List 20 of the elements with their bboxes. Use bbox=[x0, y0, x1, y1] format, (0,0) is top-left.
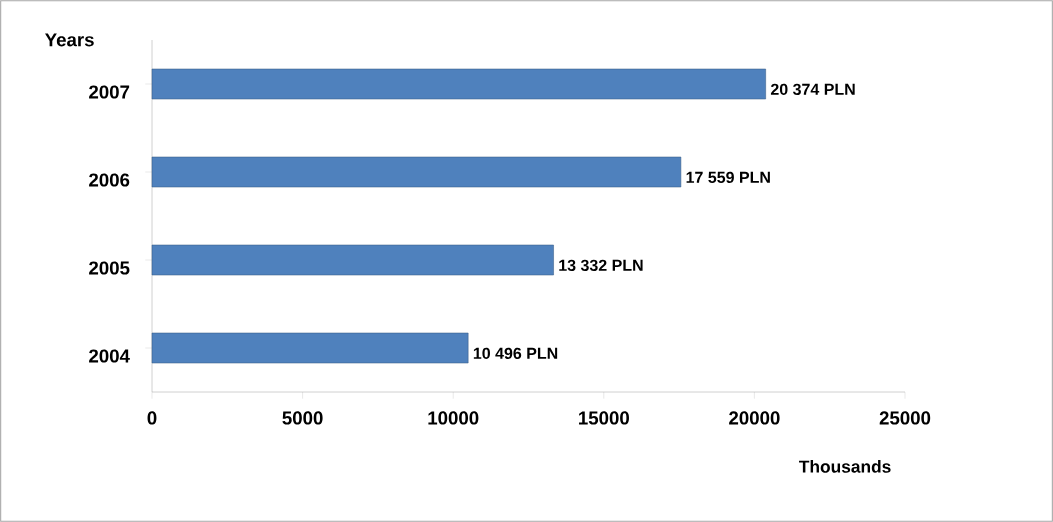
y-axis-title: Years bbox=[45, 33, 94, 47]
x-tick-label: 20000 bbox=[729, 411, 780, 425]
x-tick-label: 10000 bbox=[428, 411, 479, 425]
bar bbox=[151, 244, 554, 276]
data-label: 20 374 PLN bbox=[770, 83, 855, 96]
bar bbox=[151, 156, 682, 188]
bar bbox=[151, 332, 469, 364]
data-label: 13 332 PLN bbox=[559, 259, 643, 272]
y-tick-label: 2004 bbox=[89, 349, 130, 363]
y-tick-label: 2005 bbox=[89, 261, 130, 275]
x-tick-label: 15000 bbox=[579, 411, 629, 425]
x-tick-label: 25000 bbox=[879, 411, 931, 425]
y-tick-label: 2007 bbox=[89, 85, 130, 99]
x-axis-title: Thousands bbox=[799, 460, 891, 473]
bar bbox=[151, 68, 766, 100]
x-tick-label: 0 bbox=[147, 411, 157, 425]
y-tick-label: 2006 bbox=[89, 173, 130, 187]
x-tick-label: 5000 bbox=[282, 411, 323, 425]
data-label: 17 559 PLN bbox=[686, 171, 770, 183]
data-label: 10 496 PLN bbox=[473, 347, 558, 359]
